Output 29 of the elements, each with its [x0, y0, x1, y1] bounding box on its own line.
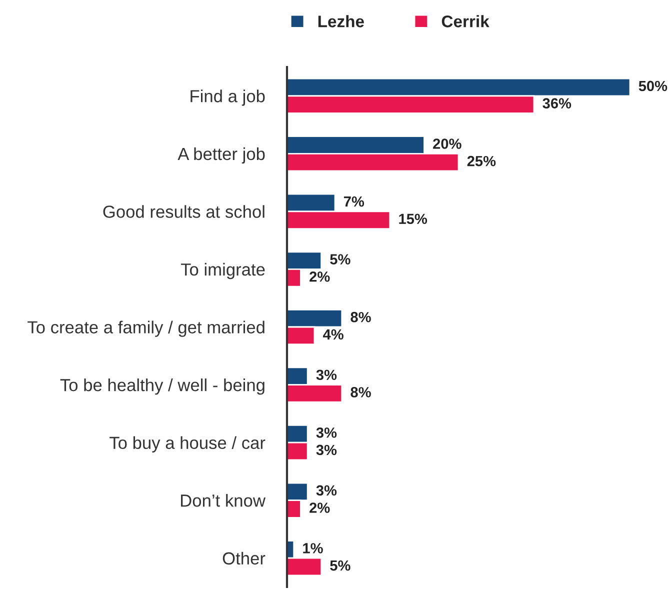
data-label: 36% [542, 98, 572, 108]
data-label: 5% [330, 560, 350, 571]
y-tick-label: To be healthy / well - being [60, 378, 264, 395]
data-label: 8% [350, 312, 371, 322]
legend-label: Cerrik [442, 15, 490, 28]
y-tick-label: Don’t know [181, 494, 266, 507]
y-tick-label: To create a family / get married [28, 320, 264, 337]
data-label: 15% [399, 214, 428, 224]
data-label: 5% [330, 254, 350, 264]
y-tick-label: To buy a house / car [110, 436, 266, 452]
y-tick-label: Good results at schol [103, 205, 264, 218]
y-tick-label: Other [222, 552, 266, 565]
data-label: 2% [310, 502, 330, 513]
y-tick-label: Find a job [190, 90, 265, 106]
data-label: 8% [350, 387, 371, 398]
data-label: 50% [638, 80, 668, 92]
data-label: 7% [344, 196, 364, 207]
data-label: 3% [316, 485, 337, 496]
data-label: 3% [316, 427, 337, 438]
y-tick-label: A better job [178, 147, 265, 164]
data-label: 25% [467, 156, 496, 166]
legend-label: Lezhe [318, 15, 364, 28]
data-label: 3% [316, 370, 337, 380]
data-label: 20% [433, 138, 462, 149]
y-tick-label: To imigrate [180, 262, 265, 280]
data-label: 1% [303, 543, 323, 554]
data-label: 3% [316, 444, 337, 456]
data-label: 4% [322, 329, 344, 340]
data-label: 2% [310, 271, 330, 282]
